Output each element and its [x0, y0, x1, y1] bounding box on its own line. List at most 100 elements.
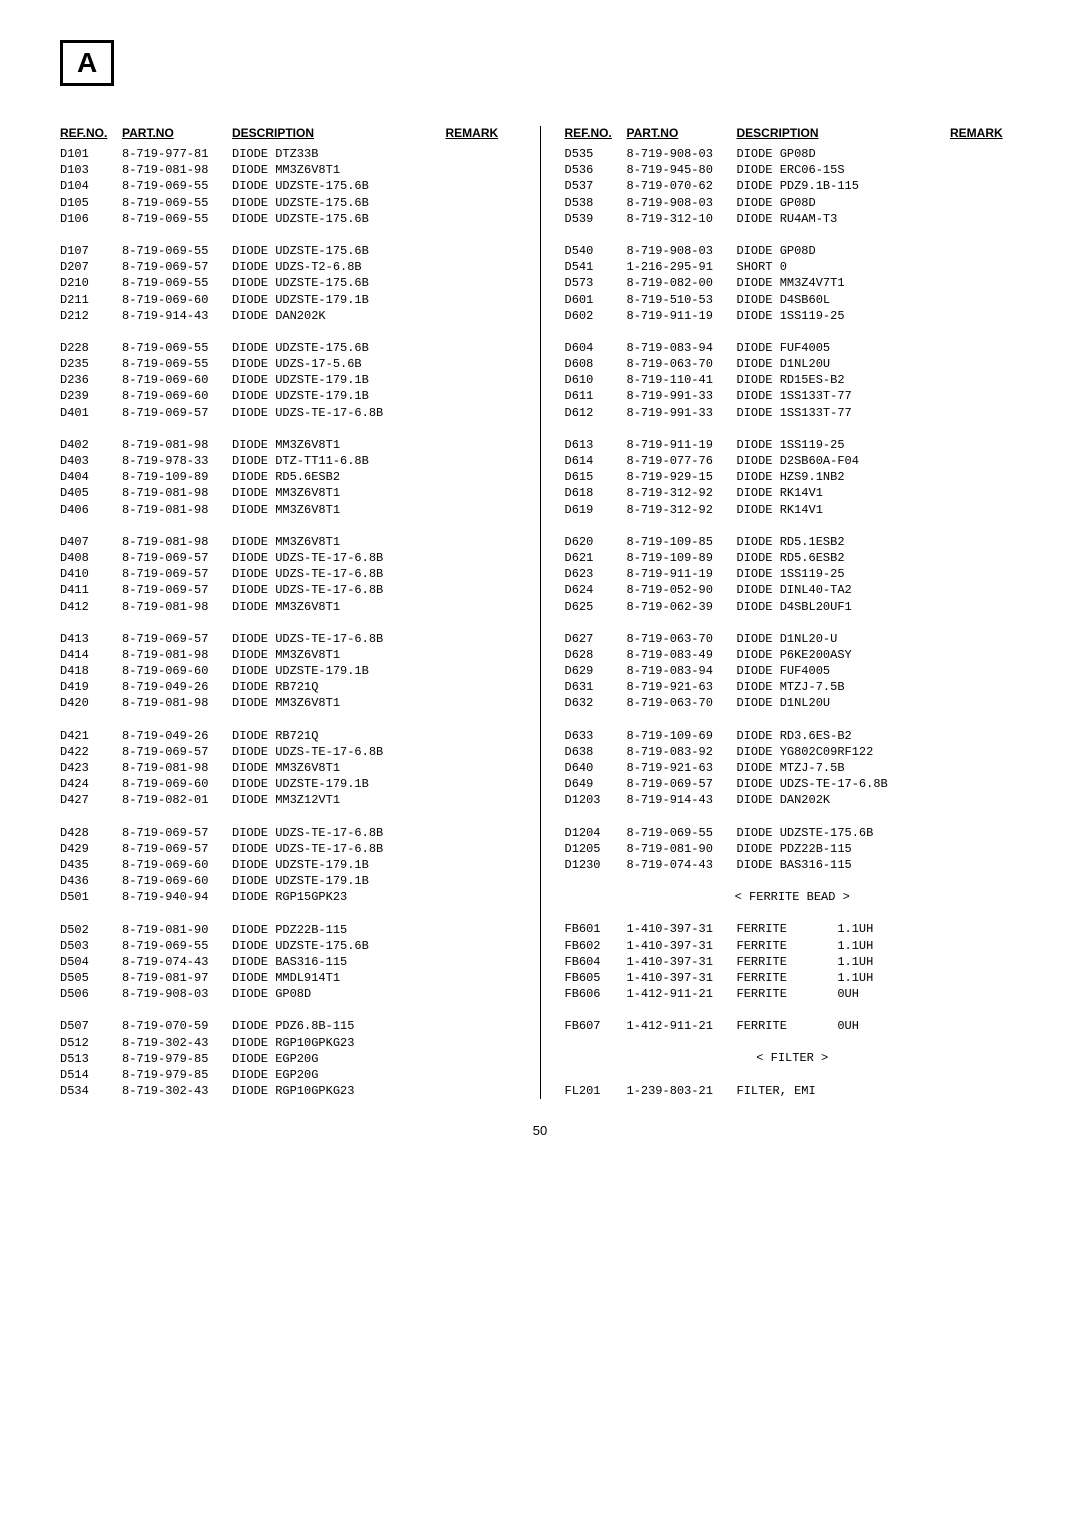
cell-part: 8-719-979-85 — [122, 1067, 232, 1083]
two-column-layout: REF.NO. PART.NO DESCRIPTION REMARK D1018… — [60, 126, 1020, 1099]
table-row: D12048-719-069-55DIODE UDZSTE-175.6B — [565, 825, 1021, 841]
cell-ref: D1203 — [565, 792, 627, 808]
cell-remark — [446, 453, 516, 469]
cell-ref: D538 — [565, 195, 627, 211]
section-heading: < FILTER > — [565, 1050, 1021, 1066]
cell-ref: D501 — [60, 889, 122, 905]
cell-part: 8-719-074-43 — [627, 857, 737, 873]
cell-ref: D513 — [60, 1051, 122, 1067]
right-column: REF.NO. PART.NO DESCRIPTION REMARK D5358… — [565, 126, 1021, 1099]
cell-remark — [446, 1067, 516, 1083]
cell-ref: D228 — [60, 340, 122, 356]
cell-remark — [446, 308, 516, 324]
cell-part: 8-719-069-60 — [122, 857, 232, 873]
table-row: D4198-719-049-26DIODE RB721Q — [60, 679, 516, 695]
blank-row — [565, 905, 1021, 921]
cell-part: 8-719-911-19 — [627, 566, 737, 582]
cell-remark — [446, 162, 516, 178]
table-row: D5048-719-074-43DIODE BAS316-115 — [60, 954, 516, 970]
cell-desc: DIODE MM3Z6V8T1 — [232, 437, 446, 453]
cell-remark — [950, 1083, 1020, 1099]
cell-ref: D428 — [60, 825, 122, 841]
table-row: D4128-719-081-98DIODE MM3Z6V8T1 — [60, 599, 516, 615]
cell-remark — [446, 1051, 516, 1067]
cell-remark — [950, 388, 1020, 404]
cell-part: 8-719-929-15 — [627, 469, 737, 485]
table-row: D1078-719-069-55DIODE UDZSTE-175.6B — [60, 243, 516, 259]
cell-desc: DIODE UDZSTE-179.1B — [232, 372, 446, 388]
table-row: D6408-719-921-63DIODE MTZJ-7.5B — [565, 760, 1021, 776]
blank-row — [60, 227, 516, 243]
cell-desc: DIODE 1SS133T-77 — [737, 388, 951, 404]
cell-ref: D414 — [60, 647, 122, 663]
cell-part: 8-719-069-57 — [122, 259, 232, 275]
cell-remark — [446, 243, 516, 259]
cell-desc: DIODE RGP10GPKG23 — [232, 1083, 446, 1099]
table-row: D6318-719-921-63DIODE MTZJ-7.5B — [565, 679, 1021, 695]
cell-desc: DIODE UDZSTE-179.1B — [232, 388, 446, 404]
cell-ref: D621 — [565, 550, 627, 566]
cell-part: 8-719-081-90 — [627, 841, 737, 857]
cell-remark — [446, 647, 516, 663]
table-row: D6028-719-911-19DIODE 1SS119-25 — [565, 308, 1021, 324]
table-row: D6258-719-062-39DIODE D4SBL20UF1 — [565, 599, 1021, 615]
cell-part: 8-719-069-55 — [122, 211, 232, 227]
cell-remark — [446, 146, 516, 162]
cell-desc: DIODE UDZSTE-179.1B — [232, 663, 446, 679]
table-row: D2358-719-069-55DIODE UDZS-17-5.6B — [60, 356, 516, 372]
table-row: D6298-719-083-94DIODE FUF4005 — [565, 663, 1021, 679]
cell-part: 8-719-302-43 — [122, 1035, 232, 1051]
cell-remark — [950, 1018, 1020, 1034]
table-row: D2368-719-069-60DIODE UDZSTE-179.1B — [60, 372, 516, 388]
table-row: D5358-719-908-03DIODE GP08D — [565, 146, 1021, 162]
cell-part: 1-216-295-91 — [627, 259, 737, 275]
cell-desc: DIODE RD3.6ES-B2 — [737, 728, 951, 744]
cell-remark — [446, 340, 516, 356]
cell-part: 8-719-069-60 — [122, 776, 232, 792]
cell-desc: DIODE UDZSTE-175.6B — [232, 195, 446, 211]
cell-remark — [446, 841, 516, 857]
cell-part: 8-719-049-26 — [122, 679, 232, 695]
header-desc: DESCRIPTION — [232, 126, 446, 140]
cell-part: 8-719-063-70 — [627, 356, 737, 372]
cell-remark — [950, 647, 1020, 663]
cell-ref: D604 — [565, 340, 627, 356]
cell-desc: DIODE FUF4005 — [737, 663, 951, 679]
cell-desc: DIODE UDZS-TE-17-6.8B — [232, 841, 446, 857]
cell-desc: DIODE D2SB60A-F04 — [737, 453, 951, 469]
cell-part: 8-719-510-53 — [627, 292, 737, 308]
cell-desc: DIODE 1SS119-25 — [737, 566, 951, 582]
cell-part: 8-719-945-80 — [627, 162, 737, 178]
cell-ref: D614 — [565, 453, 627, 469]
cell-ref: D211 — [60, 292, 122, 308]
cell-desc: FERRITE 1.1UH — [737, 938, 951, 954]
left-column: REF.NO. PART.NO DESCRIPTION REMARK D1018… — [60, 126, 516, 1099]
cell-remark — [950, 566, 1020, 582]
table-row: D4038-719-978-33DIODE DTZ-TT11-6.8B — [60, 453, 516, 469]
cell-remark — [950, 534, 1020, 550]
cell-desc: DIODE MM3Z4V7T1 — [737, 275, 951, 291]
cell-desc: DIODE RGP15GPK23 — [232, 889, 446, 905]
cell-part: 8-719-991-33 — [627, 405, 737, 421]
cell-remark — [446, 582, 516, 598]
cell-part: 8-719-109-69 — [627, 728, 737, 744]
cell-ref: D408 — [60, 550, 122, 566]
cell-ref: D540 — [565, 243, 627, 259]
cell-part: 8-719-914-43 — [122, 308, 232, 324]
cell-remark — [950, 760, 1020, 776]
left-header: REF.NO. PART.NO DESCRIPTION REMARK — [60, 126, 516, 140]
cell-ref: D649 — [565, 776, 627, 792]
table-row: D5148-719-979-85DIODE EGP20G — [60, 1067, 516, 1083]
table-row: D6088-719-063-70DIODE D1NL20U — [565, 356, 1021, 372]
cell-ref: D1205 — [565, 841, 627, 857]
cell-ref: D611 — [565, 388, 627, 404]
table-row: D4218-719-049-26DIODE RB721Q — [60, 728, 516, 744]
table-row: D5388-719-908-03DIODE GP08D — [565, 195, 1021, 211]
cell-remark — [950, 259, 1020, 275]
table-row: D1068-719-069-55DIODE UDZSTE-175.6B — [60, 211, 516, 227]
cell-desc: DIODE UDZS-17-5.6B — [232, 356, 446, 372]
cell-remark — [950, 792, 1020, 808]
cell-remark — [950, 502, 1020, 518]
cell-part: 8-719-081-98 — [122, 485, 232, 501]
cell-ref: D104 — [60, 178, 122, 194]
